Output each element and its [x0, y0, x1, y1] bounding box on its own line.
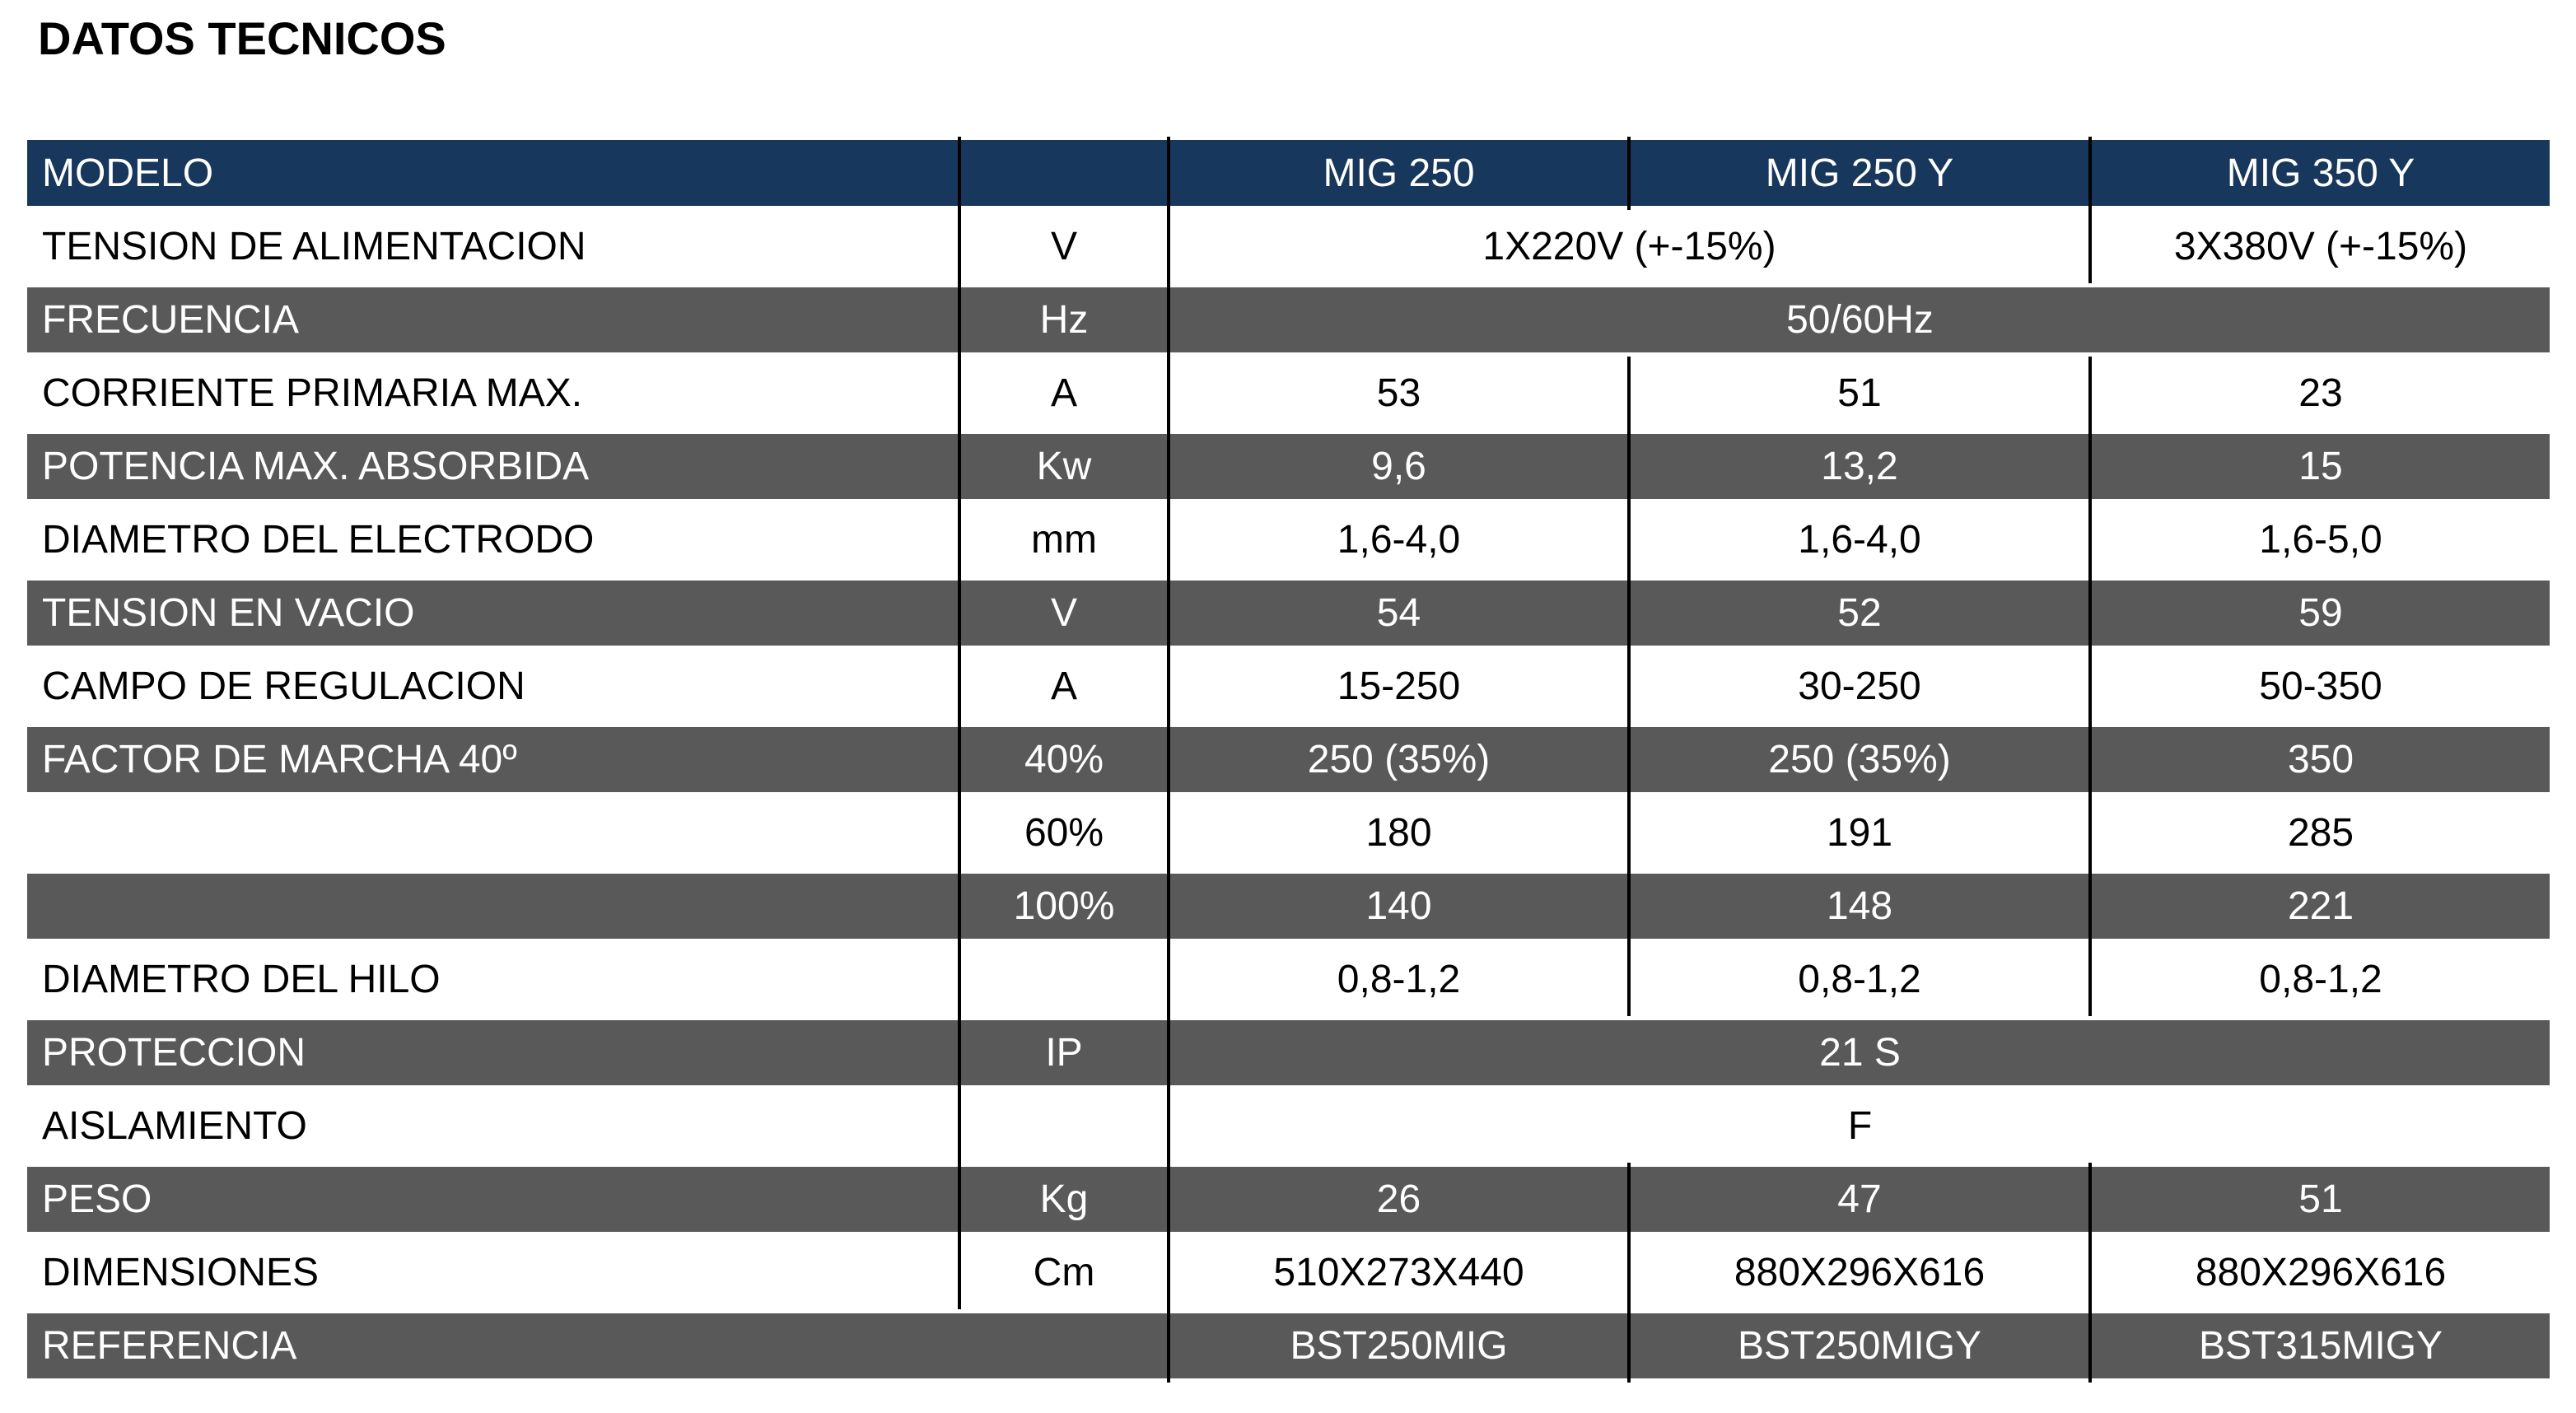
unit-cell: mm	[959, 503, 1170, 576]
unit-cell: IP	[959, 1016, 1170, 1089]
unit-cell: A	[959, 357, 1170, 430]
value-cell: BST250MIG	[1169, 1309, 1631, 1383]
row-label-cell: REFERENCIA	[27, 1309, 1170, 1383]
row-label-cell: POTENCIA MAX. ABSORBIDA	[27, 430, 961, 503]
value-cell: 13,2	[1629, 430, 2092, 503]
unit-cell: Cm	[959, 1236, 1170, 1309]
value-cell: 15	[2090, 430, 2550, 503]
value-cell: 23	[2090, 357, 2550, 430]
value-cell: 26	[1169, 1163, 1631, 1236]
value-cell: 1,6-5,0	[2090, 503, 2550, 576]
row-label-cell: DIAMETRO DEL HILO	[27, 943, 961, 1016]
value-cell: 880X296X616	[1629, 1236, 2092, 1309]
value-cell: 50/60Hz	[1169, 283, 2550, 357]
unit-cell: V	[959, 210, 1170, 283]
model-header-cell: MIG 250 Y	[1629, 137, 2092, 210]
unit-cell	[959, 1089, 1170, 1163]
value-cell: 1,6-4,0	[1629, 503, 2092, 576]
table-row: FACTOR DE MARCHA 40º 40% 250 (35%) 250 (35%…	[27, 723, 2550, 796]
value-cell: 59	[2090, 576, 2550, 650]
technical-data-table-body: MODELO MIG 250 MIG 250 Y MIG 350 Y TENSION D…	[27, 137, 2550, 1383]
unit-cell: V	[959, 576, 1170, 650]
table-row: DIAMETRO DEL HILO 0,8-1,2 0,8-1,2 0,8-1,2	[27, 943, 2550, 1016]
value-cell: 0,8-1,2	[1169, 943, 1631, 1016]
row-label-cell: CORRIENTE PRIMARIA MAX.	[27, 357, 961, 430]
unit-cell: 40%	[959, 723, 1170, 796]
row-label-cell: PROTECCION	[27, 1016, 961, 1089]
table-row: REFERENCIA BST250MIG BST250MIGY BST315MIGY	[27, 1309, 2550, 1383]
unit-cell: Kg	[959, 1163, 1170, 1236]
value-cell: 140	[1169, 870, 1631, 943]
value-cell: 880X296X616	[2090, 1236, 2550, 1309]
row-label-cell: CAMPO DE REGULACION	[27, 650, 961, 723]
header-unit-cell	[959, 137, 1170, 210]
unit-cell: 100%	[959, 870, 1170, 943]
value-cell: 148	[1629, 870, 2092, 943]
value-cell: 191	[1629, 796, 2092, 870]
table-row: DIAMETRO DEL ELECTRODO mm 1,6-4,0 1,6-4,0 1,…	[27, 503, 2550, 576]
value-cell: 47	[1629, 1163, 2092, 1236]
row-label-cell: FRECUENCIA	[27, 283, 961, 357]
value-cell: 30-250	[1629, 650, 2092, 723]
table-row: DIMENSIONES Cm 510X273X440 880X296X616 880X2…	[27, 1236, 2550, 1309]
unit-cell	[959, 943, 1170, 1016]
value-cell: 21 S	[1169, 1016, 2550, 1089]
value-cell: BST315MIGY	[2090, 1309, 2550, 1383]
table-row: TENSION DE ALIMENTACION V 1X220V (+-15%) 3X…	[27, 210, 2550, 283]
unit-cell: 60%	[959, 796, 1170, 870]
table-row: 60% 180 191 285	[27, 796, 2550, 870]
row-label-cell: PESO	[27, 1163, 961, 1236]
value-cell: 9,6	[1169, 430, 1631, 503]
model-header-cell: MIG 250	[1169, 137, 1631, 210]
value-cell: 54	[1169, 576, 1631, 650]
unit-cell: Kw	[959, 430, 1170, 503]
value-cell: 1X220V (+-15%)	[1169, 210, 2092, 283]
value-cell: 250 (35%)	[1169, 723, 1631, 796]
value-cell: 15-250	[1169, 650, 1631, 723]
value-cell: 51	[1629, 357, 2092, 430]
value-cell: 50-350	[2090, 650, 2550, 723]
value-cell: 51	[2090, 1163, 2550, 1236]
value-cell: 250 (35%)	[1629, 723, 2092, 796]
table-row: CAMPO DE REGULACION A 15-250 30-250 50-350	[27, 650, 2550, 723]
table-row: CORRIENTE PRIMARIA MAX. A 53 51 23	[27, 357, 2550, 430]
value-cell: 53	[1169, 357, 1631, 430]
row-label-cell: TENSION EN VACIO	[27, 576, 961, 650]
value-cell: 52	[1629, 576, 2092, 650]
row-label-cell	[27, 870, 961, 943]
value-cell: 510X273X440	[1169, 1236, 1631, 1309]
unit-cell: A	[959, 650, 1170, 723]
value-cell: 285	[2090, 796, 2550, 870]
row-label-cell: DIAMETRO DEL ELECTRODO	[27, 503, 961, 576]
header-label-cell: MODELO	[27, 137, 961, 210]
row-label-cell: DIMENSIONES	[27, 1236, 961, 1309]
unit-cell: Hz	[959, 283, 1170, 357]
row-label-cell: FACTOR DE MARCHA 40º	[27, 723, 961, 796]
table-row: AISLAMIENTO F	[27, 1089, 2550, 1163]
value-cell: 1,6-4,0	[1169, 503, 1631, 576]
model-header-cell: MIG 350 Y	[2090, 137, 2550, 210]
page-title: DATOS TECNICOS	[38, 12, 446, 64]
row-label-cell: TENSION DE ALIMENTACION	[27, 210, 961, 283]
table-row: 100% 140 148 221	[27, 870, 2550, 943]
row-label-cell	[27, 796, 961, 870]
value-cell: 3X380V (+-15%)	[2090, 210, 2550, 283]
table-row: FRECUENCIA Hz 50/60Hz	[27, 283, 2550, 357]
value-cell: 180	[1169, 796, 1631, 870]
table-row: POTENCIA MAX. ABSORBIDA Kw 9,6 13,2 15	[27, 430, 2550, 503]
table-row: TENSION EN VACIO V 54 52 59	[27, 576, 2550, 650]
value-cell: 0,8-1,2	[1629, 943, 2092, 1016]
table-row: PESO Kg 26 47 51	[27, 1163, 2550, 1236]
table-row: PROTECCION IP 21 S	[27, 1016, 2550, 1089]
row-label-cell: AISLAMIENTO	[27, 1089, 961, 1163]
value-cell: 350	[2090, 723, 2550, 796]
value-cell: F	[1169, 1089, 2550, 1163]
value-cell: 221	[2090, 870, 2550, 943]
value-cell: 0,8-1,2	[2090, 943, 2550, 1016]
value-cell: BST250MIGY	[1629, 1309, 2092, 1383]
technical-data-table: MODELO MIG 250 MIG 250 Y MIG 350 Y TENSION D…	[27, 137, 2550, 1383]
table-header-row: MODELO MIG 250 MIG 250 Y MIG 350 Y	[27, 137, 2550, 210]
